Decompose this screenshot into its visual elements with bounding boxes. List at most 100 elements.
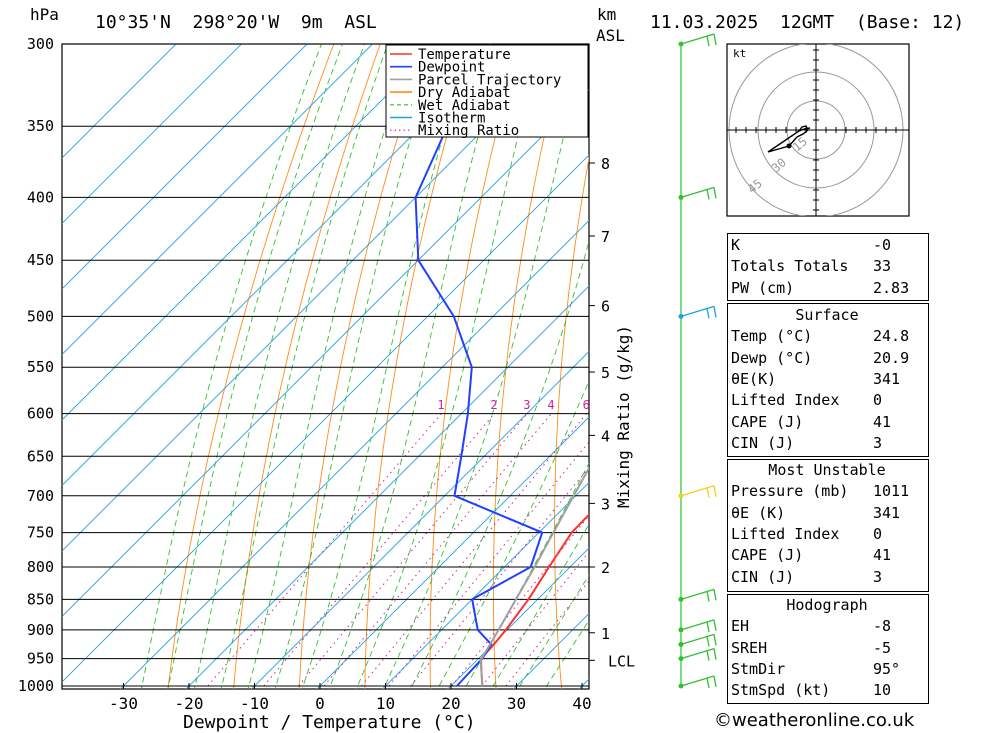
index-value: 33 <box>873 257 892 276</box>
pressure-tick-label: 350 <box>27 117 54 135</box>
lcl-label: LCL <box>608 652 635 670</box>
x-axis-label: Dewpoint / Temperature (°C) <box>183 712 476 733</box>
dry-adiabat <box>554 155 589 689</box>
wet-adiabat <box>140 44 322 689</box>
hodo-value: -8 <box>873 617 892 636</box>
hodograph-trace <box>767 125 811 153</box>
surface-label: CIN (J) <box>731 433 795 452</box>
surface-value: 341 <box>873 370 901 389</box>
hodo-value: -5 <box>873 638 892 657</box>
x-tick-label: -10 <box>240 694 269 713</box>
pressure-tick-label: 600 <box>27 405 54 423</box>
km-unit-label: km <box>597 5 616 24</box>
index-value: 2.83 <box>873 278 910 297</box>
pressure-tick-label: 950 <box>27 650 54 668</box>
wet-adiabat <box>517 574 589 689</box>
hodo-label: EH <box>731 617 750 636</box>
isotherm <box>119 219 589 689</box>
isotherm <box>62 88 589 618</box>
isotherm <box>62 44 439 421</box>
pressure-tick-label: 750 <box>27 524 54 542</box>
x-tick-label: 20 <box>441 694 460 713</box>
surface-label: Lifted Index <box>731 391 840 410</box>
pressure-tick-label: 500 <box>27 307 54 325</box>
hodograph-storm-marker <box>786 143 792 149</box>
pressure-tick-label: 800 <box>27 558 54 576</box>
wet-adiabat <box>220 44 389 689</box>
x-tick-label: 0 <box>315 694 325 713</box>
isotherm <box>62 44 308 290</box>
km-tick-label: 3 <box>601 495 610 513</box>
indices-box <box>727 233 929 301</box>
km-tick-label: 7 <box>601 228 610 246</box>
surface-label: Dewp (°C) <box>731 348 813 367</box>
isotherm <box>316 416 589 689</box>
wet-adiabat <box>167 44 343 689</box>
hodograph-table-title: Hodograph <box>786 596 868 615</box>
wet-adiabat <box>437 379 589 689</box>
surface-value: 20.9 <box>873 348 910 367</box>
wind-barb <box>678 675 717 689</box>
asl-unit-label: ASL <box>596 26 625 45</box>
mixing-ratio-label: 15 <box>668 398 682 412</box>
km-tick-label: 8 <box>601 155 610 173</box>
mu-value: 0 <box>873 525 883 544</box>
index-label: Totals Totals <box>731 257 849 276</box>
wet-adiabat <box>301 44 471 689</box>
pressure-tick-label: 900 <box>27 621 54 639</box>
wind-barb <box>678 619 717 633</box>
surface-label: CAPE (J) <box>731 412 804 431</box>
x-tick-label: 40 <box>572 694 591 713</box>
wet-adiabat <box>247 44 414 689</box>
index-label: K <box>731 236 741 255</box>
temperature-line <box>480 513 589 687</box>
mu-label: Lifted Index <box>731 525 840 544</box>
surface-value: 3 <box>873 433 883 452</box>
wet-adiabat <box>490 523 589 689</box>
wet-adiabat <box>544 619 589 689</box>
hodograph-unit-label: kt <box>733 47 746 60</box>
surface-table: Surface Temp (°C) 24.8 Dewp (°C) 20.9 θE(K… <box>727 305 927 454</box>
credit-link[interactable]: ©weatheronline.co.uk <box>714 710 915 731</box>
mu-value: 341 <box>873 503 901 522</box>
pressure-tick-label: 700 <box>27 487 54 505</box>
isotherm <box>185 285 589 689</box>
isotherm <box>62 44 505 487</box>
mixing-ratio-label: 3 <box>523 398 530 412</box>
legend-label: Temperature <box>418 47 511 63</box>
pressure-tick-label: 300 <box>27 35 54 53</box>
wind-barb <box>678 648 717 662</box>
pressure-unit-label: hPa <box>30 5 59 24</box>
mixing-ratio-label: 6 <box>583 398 590 412</box>
legend-box <box>385 44 589 138</box>
datetime-title: 11.03.2025 12GMT (Base: 12) <box>650 12 964 33</box>
legend-label: Mixing Ratio <box>418 123 519 139</box>
x-tick-label: -30 <box>109 694 138 713</box>
mixing-ratio-label: 2 <box>490 398 497 412</box>
location-title: 10°35'N 298°20'W 9m ASL <box>95 12 377 33</box>
wind-barb <box>678 633 717 647</box>
pressure-tick-label: 1000 <box>18 677 54 695</box>
dry-adiabat <box>983 0 1000 712</box>
isotherm <box>62 44 570 552</box>
surface-value: 24.8 <box>873 327 910 346</box>
pressure-tick-label: 850 <box>27 590 54 608</box>
pressure-tick-label: 650 <box>27 447 54 465</box>
pressure-tick-label: 450 <box>27 251 54 269</box>
mixing-ratio-label: 4 <box>547 398 554 412</box>
km-tick-label: 2 <box>601 559 610 577</box>
wind-barb <box>678 186 717 200</box>
mixing-ratio-label: 20 <box>696 398 710 412</box>
wind-barb <box>678 305 717 319</box>
hodograph-table: Hodograph EH -8 SREH -5 StmDir 95° StmSpd (… <box>727 595 927 701</box>
mu-value: 3 <box>873 567 883 586</box>
mu-value: 1011 <box>873 482 910 501</box>
pressure-tick-label: 550 <box>27 358 54 376</box>
mu-label: CAPE (J) <box>731 546 804 565</box>
wind-barb <box>678 588 717 602</box>
mixing-ratio-axis-label: Mixing Ratio (g/kg) <box>614 325 633 508</box>
hodo-label: SREH <box>731 638 768 657</box>
index-label: PW (cm) <box>731 278 795 297</box>
